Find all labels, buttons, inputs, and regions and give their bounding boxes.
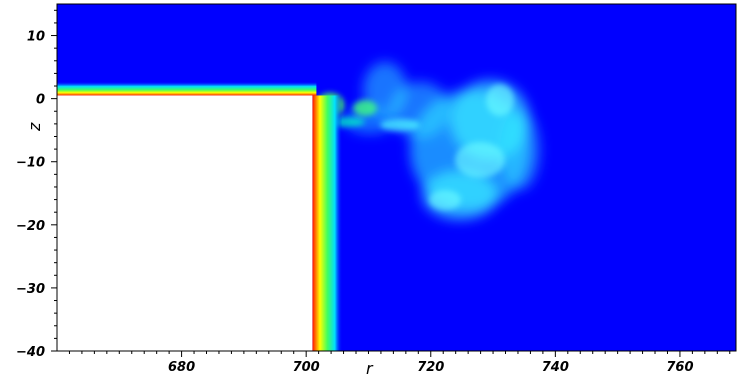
plume-blob <box>500 110 540 190</box>
plume-core-blob <box>486 84 514 116</box>
vertical-boundary-layer <box>312 95 343 351</box>
y-tick-label: −20 <box>16 219 45 234</box>
x-axis: 680 700 720 740 760 <box>68 351 731 375</box>
plume-core-blob <box>429 190 461 210</box>
horizontal-boundary-layer <box>57 81 317 96</box>
y-tick-label: −10 <box>16 156 45 171</box>
x-tick-label: 760 <box>666 360 693 375</box>
x-tick-label: 740 <box>542 360 569 375</box>
plume-core-blob <box>353 100 377 116</box>
y-axis: 10 0 −10 −20 −30 −40 <box>16 9 57 360</box>
x-tick-label: 680 <box>168 360 195 375</box>
y-tick-label: −30 <box>16 282 45 297</box>
plume-core-blob <box>455 142 505 178</box>
obstacle-region <box>57 95 313 351</box>
y-tick-label: −40 <box>16 345 45 360</box>
y-axis-label: z <box>25 122 44 132</box>
y-tick-label: 0 <box>36 93 45 108</box>
x-tick-label: 700 <box>293 360 320 375</box>
plume-core-blob <box>380 119 420 131</box>
y-tick-label: 10 <box>27 30 45 45</box>
x-tick-label: 720 <box>417 360 444 375</box>
plot-frame <box>56 3 737 352</box>
x-axis-label: r <box>366 359 374 378</box>
